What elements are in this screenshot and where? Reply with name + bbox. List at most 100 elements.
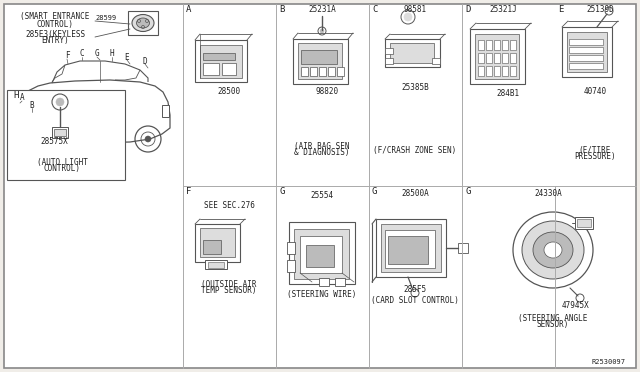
Text: G: G bbox=[465, 186, 470, 196]
Text: 25554: 25554 bbox=[310, 192, 333, 201]
Text: (AIR BAG SEN: (AIR BAG SEN bbox=[294, 141, 349, 151]
Bar bbox=[494, 66, 500, 76]
Bar bbox=[301, 50, 337, 64]
Text: 24330A: 24330A bbox=[534, 189, 562, 199]
Bar bbox=[319, 278, 329, 286]
Circle shape bbox=[145, 136, 151, 142]
Ellipse shape bbox=[136, 18, 150, 28]
Bar bbox=[293, 39, 348, 84]
Bar bbox=[567, 32, 607, 72]
Text: B: B bbox=[279, 4, 284, 13]
Text: G: G bbox=[95, 49, 99, 58]
Bar bbox=[562, 27, 612, 77]
Bar bbox=[287, 242, 295, 254]
Circle shape bbox=[56, 98, 64, 106]
Ellipse shape bbox=[513, 212, 593, 288]
Bar bbox=[195, 40, 247, 82]
Bar bbox=[208, 262, 224, 268]
Text: 28500: 28500 bbox=[218, 87, 241, 96]
Bar bbox=[203, 240, 221, 254]
Bar bbox=[335, 278, 345, 286]
Bar bbox=[301, 67, 308, 76]
Text: G: G bbox=[279, 186, 284, 196]
Text: D: D bbox=[143, 57, 147, 65]
Text: H: H bbox=[109, 49, 115, 58]
Text: C: C bbox=[372, 4, 378, 13]
Circle shape bbox=[320, 29, 324, 33]
Text: (STEERING WIRE): (STEERING WIRE) bbox=[287, 289, 356, 298]
Bar bbox=[478, 53, 484, 63]
Bar bbox=[385, 39, 440, 67]
Bar bbox=[502, 53, 508, 63]
Bar bbox=[494, 53, 500, 63]
Text: 98820: 98820 bbox=[316, 87, 339, 96]
Bar bbox=[510, 53, 516, 63]
Bar bbox=[478, 40, 484, 50]
Text: C: C bbox=[80, 49, 84, 58]
Bar bbox=[385, 48, 393, 54]
Text: (F/CRASH ZONE SEN): (F/CRASH ZONE SEN) bbox=[373, 145, 456, 154]
Text: 40740: 40740 bbox=[584, 87, 607, 96]
Bar bbox=[13, 107, 19, 117]
Bar bbox=[569, 47, 603, 53]
Text: SEE SEC.276: SEE SEC.276 bbox=[204, 202, 255, 211]
Text: E: E bbox=[125, 52, 129, 61]
Bar bbox=[569, 55, 603, 61]
Ellipse shape bbox=[533, 232, 573, 268]
Text: E: E bbox=[558, 4, 563, 13]
Bar bbox=[385, 230, 435, 268]
Ellipse shape bbox=[132, 15, 154, 32]
Bar bbox=[569, 63, 603, 69]
Text: 28500A: 28500A bbox=[401, 189, 429, 199]
Bar bbox=[486, 53, 492, 63]
Bar bbox=[510, 66, 516, 76]
Text: 285F5: 285F5 bbox=[403, 285, 427, 295]
Text: 25231A: 25231A bbox=[308, 6, 336, 15]
Text: 47945X: 47945X bbox=[561, 301, 589, 311]
Text: F: F bbox=[186, 186, 191, 196]
Bar bbox=[385, 58, 393, 64]
Bar bbox=[300, 236, 342, 273]
Text: A: A bbox=[186, 4, 191, 13]
Text: 285E3(KEYLESS: 285E3(KEYLESS bbox=[25, 29, 85, 38]
Text: ENTRY): ENTRY) bbox=[41, 36, 69, 45]
Text: 28599: 28599 bbox=[95, 15, 116, 21]
Text: 98581: 98581 bbox=[403, 6, 427, 15]
Bar bbox=[287, 260, 295, 272]
Text: G: G bbox=[372, 186, 378, 196]
Bar bbox=[432, 58, 440, 64]
Bar bbox=[502, 66, 508, 76]
Text: CONTROL): CONTROL) bbox=[44, 164, 81, 173]
Text: (OUTSIDE AIR: (OUTSIDE AIR bbox=[201, 279, 257, 289]
Text: A: A bbox=[20, 93, 24, 103]
Text: (F/TIRE: (F/TIRE bbox=[579, 145, 611, 154]
Bar bbox=[162, 105, 169, 117]
Bar bbox=[298, 43, 342, 79]
Bar bbox=[502, 40, 508, 50]
Circle shape bbox=[42, 136, 48, 142]
Bar bbox=[7, 90, 125, 180]
Bar bbox=[294, 229, 349, 279]
Text: & DIAGNOSIS): & DIAGNOSIS) bbox=[294, 148, 349, 157]
Bar bbox=[203, 63, 219, 75]
Bar bbox=[486, 66, 492, 76]
Bar bbox=[203, 53, 235, 60]
Text: (CARD SLOT CONTROL): (CARD SLOT CONTROL) bbox=[371, 295, 459, 305]
Bar bbox=[200, 45, 242, 78]
Text: F: F bbox=[65, 51, 69, 61]
Text: R2530097: R2530097 bbox=[592, 359, 626, 365]
Ellipse shape bbox=[544, 242, 562, 258]
Text: 28575X: 28575X bbox=[40, 138, 68, 147]
Bar bbox=[337, 67, 344, 76]
Bar bbox=[475, 34, 519, 79]
Bar bbox=[470, 29, 525, 84]
Text: (SMART ENTRANCE: (SMART ENTRANCE bbox=[20, 13, 90, 22]
Text: 25139D: 25139D bbox=[586, 6, 614, 15]
Bar bbox=[52, 127, 68, 138]
Text: 284B1: 284B1 bbox=[497, 90, 520, 99]
Bar bbox=[478, 66, 484, 76]
Text: 25385B: 25385B bbox=[401, 83, 429, 92]
Circle shape bbox=[404, 13, 412, 21]
Bar bbox=[388, 236, 428, 264]
Bar bbox=[195, 224, 240, 262]
